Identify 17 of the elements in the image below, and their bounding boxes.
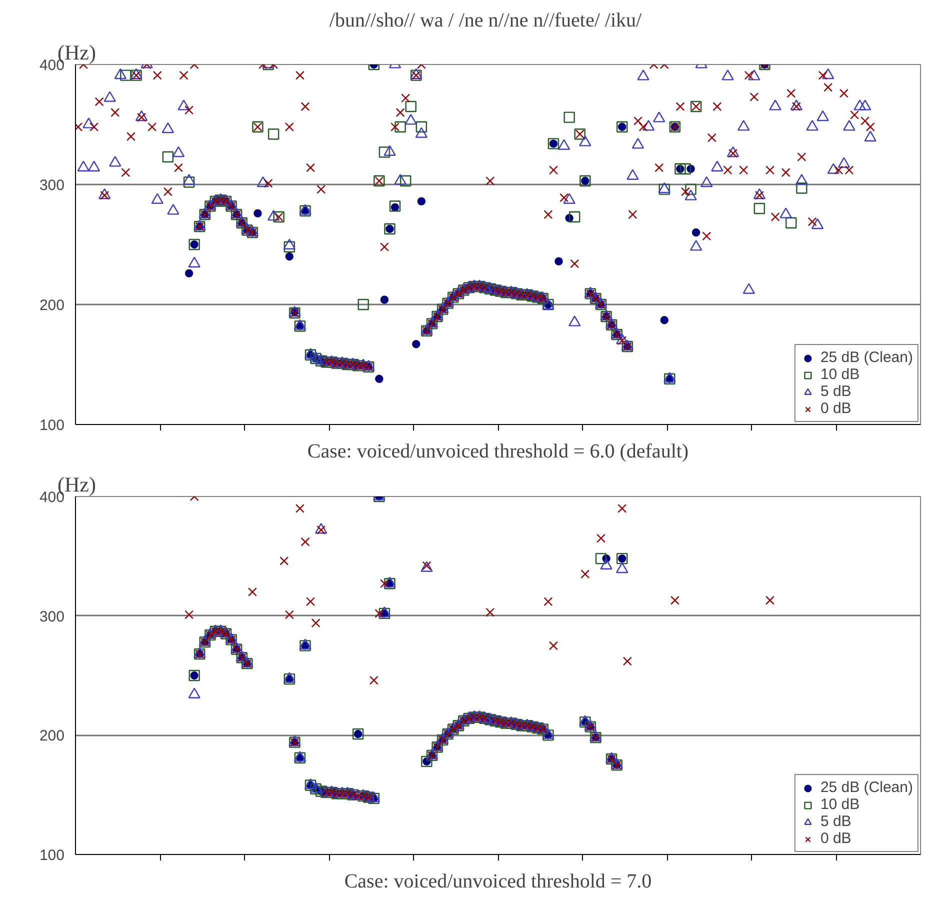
y-tick-label: 200 bbox=[39, 728, 65, 745]
legend-label: 0 dB bbox=[820, 830, 852, 847]
y-tick-label: 100 bbox=[39, 417, 65, 434]
y-tick-label: 100 bbox=[39, 847, 65, 864]
legend-label: 25 dB (Clean) bbox=[820, 779, 913, 796]
legend-label: 25 dB (Clean) bbox=[820, 349, 913, 366]
y-tick-label: 300 bbox=[39, 608, 65, 626]
legend-label: 10 dB bbox=[820, 796, 860, 813]
text: Case: voiced/unvoiced threshold = 6.0 (default) bbox=[307, 440, 689, 462]
legend-label: 0 dB bbox=[820, 400, 852, 417]
y-tick-label: 200 bbox=[39, 297, 65, 314]
legend-label: 10 dB bbox=[820, 366, 860, 383]
y-tick-label: 300 bbox=[39, 177, 65, 194]
legend-label: 5 dB bbox=[820, 813, 852, 830]
chart-subtitle: /bun//sho// wa / /ne n//ne n//fuete/ /iku/ bbox=[329, 10, 642, 32]
text: Case: voiced/unvoiced threshold = 7.0 bbox=[344, 870, 652, 892]
legend-label: 5 dB bbox=[820, 383, 852, 400]
